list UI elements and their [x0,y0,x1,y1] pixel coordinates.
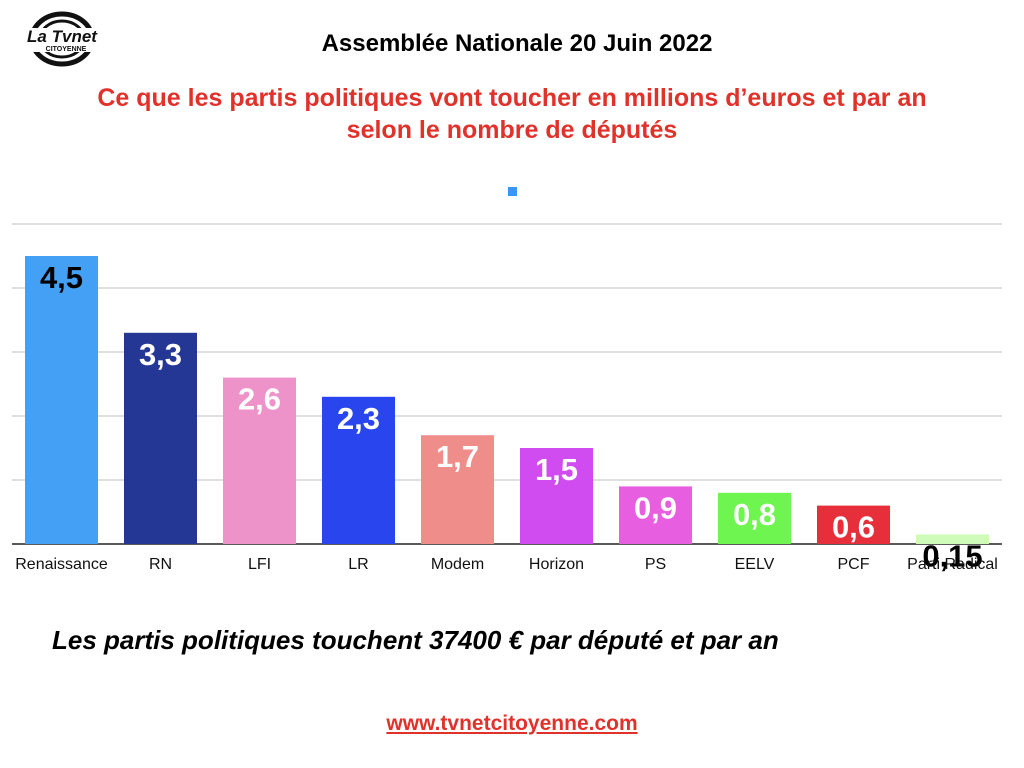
category-label: Renaissance [15,556,108,573]
data-label: 0,9 [634,490,677,525]
bar [421,435,494,544]
bar-chart: 4,5 Renaissance 3,3 RN 2,6 LFI 2,3 LR 1,7 Modem 1,… [12,223,1002,573]
category-label: RN [149,556,172,573]
legend-marker [508,187,517,196]
category-label: Horizon [529,556,584,573]
data-label: 2,3 [337,401,380,436]
website-link[interactable]: www.tvnetcitoyenne.com [386,712,638,735]
data-label: 0,8 [733,497,776,532]
data-label: 3,3 [139,337,182,372]
bar [718,492,791,544]
data-label: 0,6 [832,510,875,545]
category-label: Parti Radical [907,556,998,573]
data-label: 4,5 [40,260,83,295]
bar [322,396,395,544]
bar [916,534,989,544]
tvnet-logo: La Tvnet CITOYENNE [14,11,110,67]
subtitle-line-1: Ce que les partis politiques vont touche… [97,84,927,112]
logo-text: La Tvnet [27,27,98,46]
page-title: Assemblée Nationale 20 Juin 2022 [321,30,713,57]
category-label: PS [645,556,666,573]
bar [223,377,296,544]
data-label: 0,15 [922,538,982,573]
bar [619,486,692,544]
category-label: EELV [735,556,775,573]
bar [817,505,890,544]
category-label: Modem [431,556,484,573]
footer-statement: Les partis politiques touchent 37400 € p… [52,625,779,655]
category-label: LFI [248,556,271,573]
bar [520,448,593,544]
logo-subtext: CITOYENNE [46,46,87,53]
data-label: 1,5 [535,452,578,487]
chart-subtitle: Ce que les partis politiques vont touche… [0,82,1024,146]
category-label: PCF [838,556,870,573]
bar [25,256,98,544]
subtitle-line-2: selon le nombre de députés [346,116,678,144]
data-label: 1,7 [436,439,479,474]
category-label: LR [348,556,368,573]
data-label: 2,6 [238,382,281,417]
bar [124,332,197,544]
